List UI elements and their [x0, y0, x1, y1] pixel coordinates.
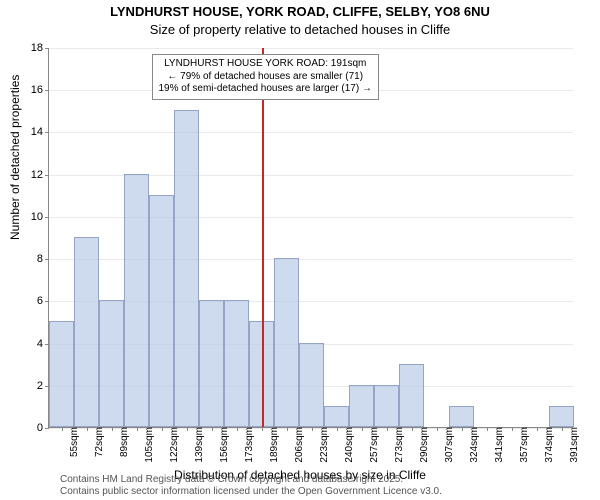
histogram-bar [399, 364, 424, 427]
xtick-label: 273sqm [391, 427, 405, 463]
xtick-label: 189sqm [266, 427, 280, 463]
attribution-line: Contains public sector information licen… [60, 486, 442, 498]
xtick-label: 55sqm [66, 427, 80, 457]
histogram-bar [349, 385, 374, 427]
annotation-line: LYNDHURST HOUSE YORK ROAD: 191sqm [159, 58, 372, 71]
histogram-bar [549, 406, 574, 427]
reference-line [262, 48, 264, 427]
histogram-bar [374, 385, 399, 427]
xtick-mark [537, 427, 538, 431]
xtick-mark [312, 427, 313, 431]
xtick-mark [512, 427, 513, 431]
histogram-bar [224, 300, 249, 427]
ytick-label: 0 [37, 422, 49, 434]
gridline [49, 48, 573, 49]
annotation-line: ← 79% of detached houses are smaller (71… [159, 71, 372, 84]
gridline [49, 132, 573, 133]
xtick-mark [362, 427, 363, 431]
xtick-mark [562, 427, 563, 431]
histogram-bar [174, 110, 199, 427]
xtick-label: 307sqm [441, 427, 455, 463]
xtick-label: 89sqm [116, 427, 130, 457]
xtick-label: 391sqm [566, 427, 580, 463]
plot-area: 02468101214161855sqm72sqm89sqm105sqm122s… [48, 48, 573, 428]
xtick-label: 341sqm [491, 427, 505, 463]
ytick-label: 2 [37, 380, 49, 392]
histogram-bar [449, 406, 474, 427]
xtick-mark [187, 427, 188, 431]
xtick-label: 257sqm [366, 427, 380, 463]
histogram-bar [274, 258, 299, 427]
xtick-label: 240sqm [341, 427, 355, 463]
histogram-bar [299, 343, 324, 427]
xtick-label: 206sqm [291, 427, 305, 463]
xtick-mark [287, 427, 288, 431]
xtick-mark [137, 427, 138, 431]
xtick-mark [437, 427, 438, 431]
ytick-label: 12 [31, 169, 49, 181]
annotation-box: LYNDHURST HOUSE YORK ROAD: 191sqm← 79% o… [152, 54, 379, 100]
xtick-mark [62, 427, 63, 431]
xtick-label: 374sqm [541, 427, 555, 463]
ytick-label: 4 [37, 338, 49, 350]
xtick-label: 290sqm [416, 427, 430, 463]
xtick-label: 324sqm [466, 427, 480, 463]
xtick-mark [412, 427, 413, 431]
xtick-label: 122sqm [166, 427, 180, 463]
histogram-bar [74, 237, 99, 427]
y-axis-label: Number of detached properties [8, 75, 22, 240]
xtick-label: 357sqm [516, 427, 530, 463]
xtick-mark [237, 427, 238, 431]
annotation-line: 19% of semi-detached houses are larger (… [159, 83, 372, 96]
xtick-label: 156sqm [216, 427, 230, 463]
histogram-bar [49, 321, 74, 427]
histogram-bar [199, 300, 224, 427]
xtick-mark [112, 427, 113, 431]
xtick-label: 72sqm [91, 427, 105, 457]
ytick-label: 16 [31, 84, 49, 96]
xtick-mark [212, 427, 213, 431]
attribution-text: Contains HM Land Registry data © Crown c… [60, 474, 442, 498]
xtick-label: 139sqm [191, 427, 205, 463]
histogram-bar [324, 406, 349, 427]
xtick-label: 105sqm [141, 427, 155, 463]
xtick-mark [337, 427, 338, 431]
histogram-bar [124, 174, 149, 427]
ytick-label: 6 [37, 295, 49, 307]
xtick-label: 223sqm [316, 427, 330, 463]
xtick-mark [387, 427, 388, 431]
histogram-bar [149, 195, 174, 427]
xtick-mark [462, 427, 463, 431]
histogram-bar [99, 300, 124, 427]
chart-title-main: LYNDHURST HOUSE, YORK ROAD, CLIFFE, SELB… [0, 4, 600, 19]
xtick-mark [262, 427, 263, 431]
ytick-label: 18 [31, 42, 49, 54]
xtick-mark [487, 427, 488, 431]
xtick-label: 173sqm [241, 427, 255, 463]
chart-title-sub: Size of property relative to detached ho… [0, 22, 600, 37]
ytick-label: 14 [31, 126, 49, 138]
attribution-line: Contains HM Land Registry data © Crown c… [60, 474, 442, 486]
ytick-label: 8 [37, 253, 49, 265]
xtick-mark [162, 427, 163, 431]
ytick-label: 10 [31, 211, 49, 223]
xtick-mark [87, 427, 88, 431]
